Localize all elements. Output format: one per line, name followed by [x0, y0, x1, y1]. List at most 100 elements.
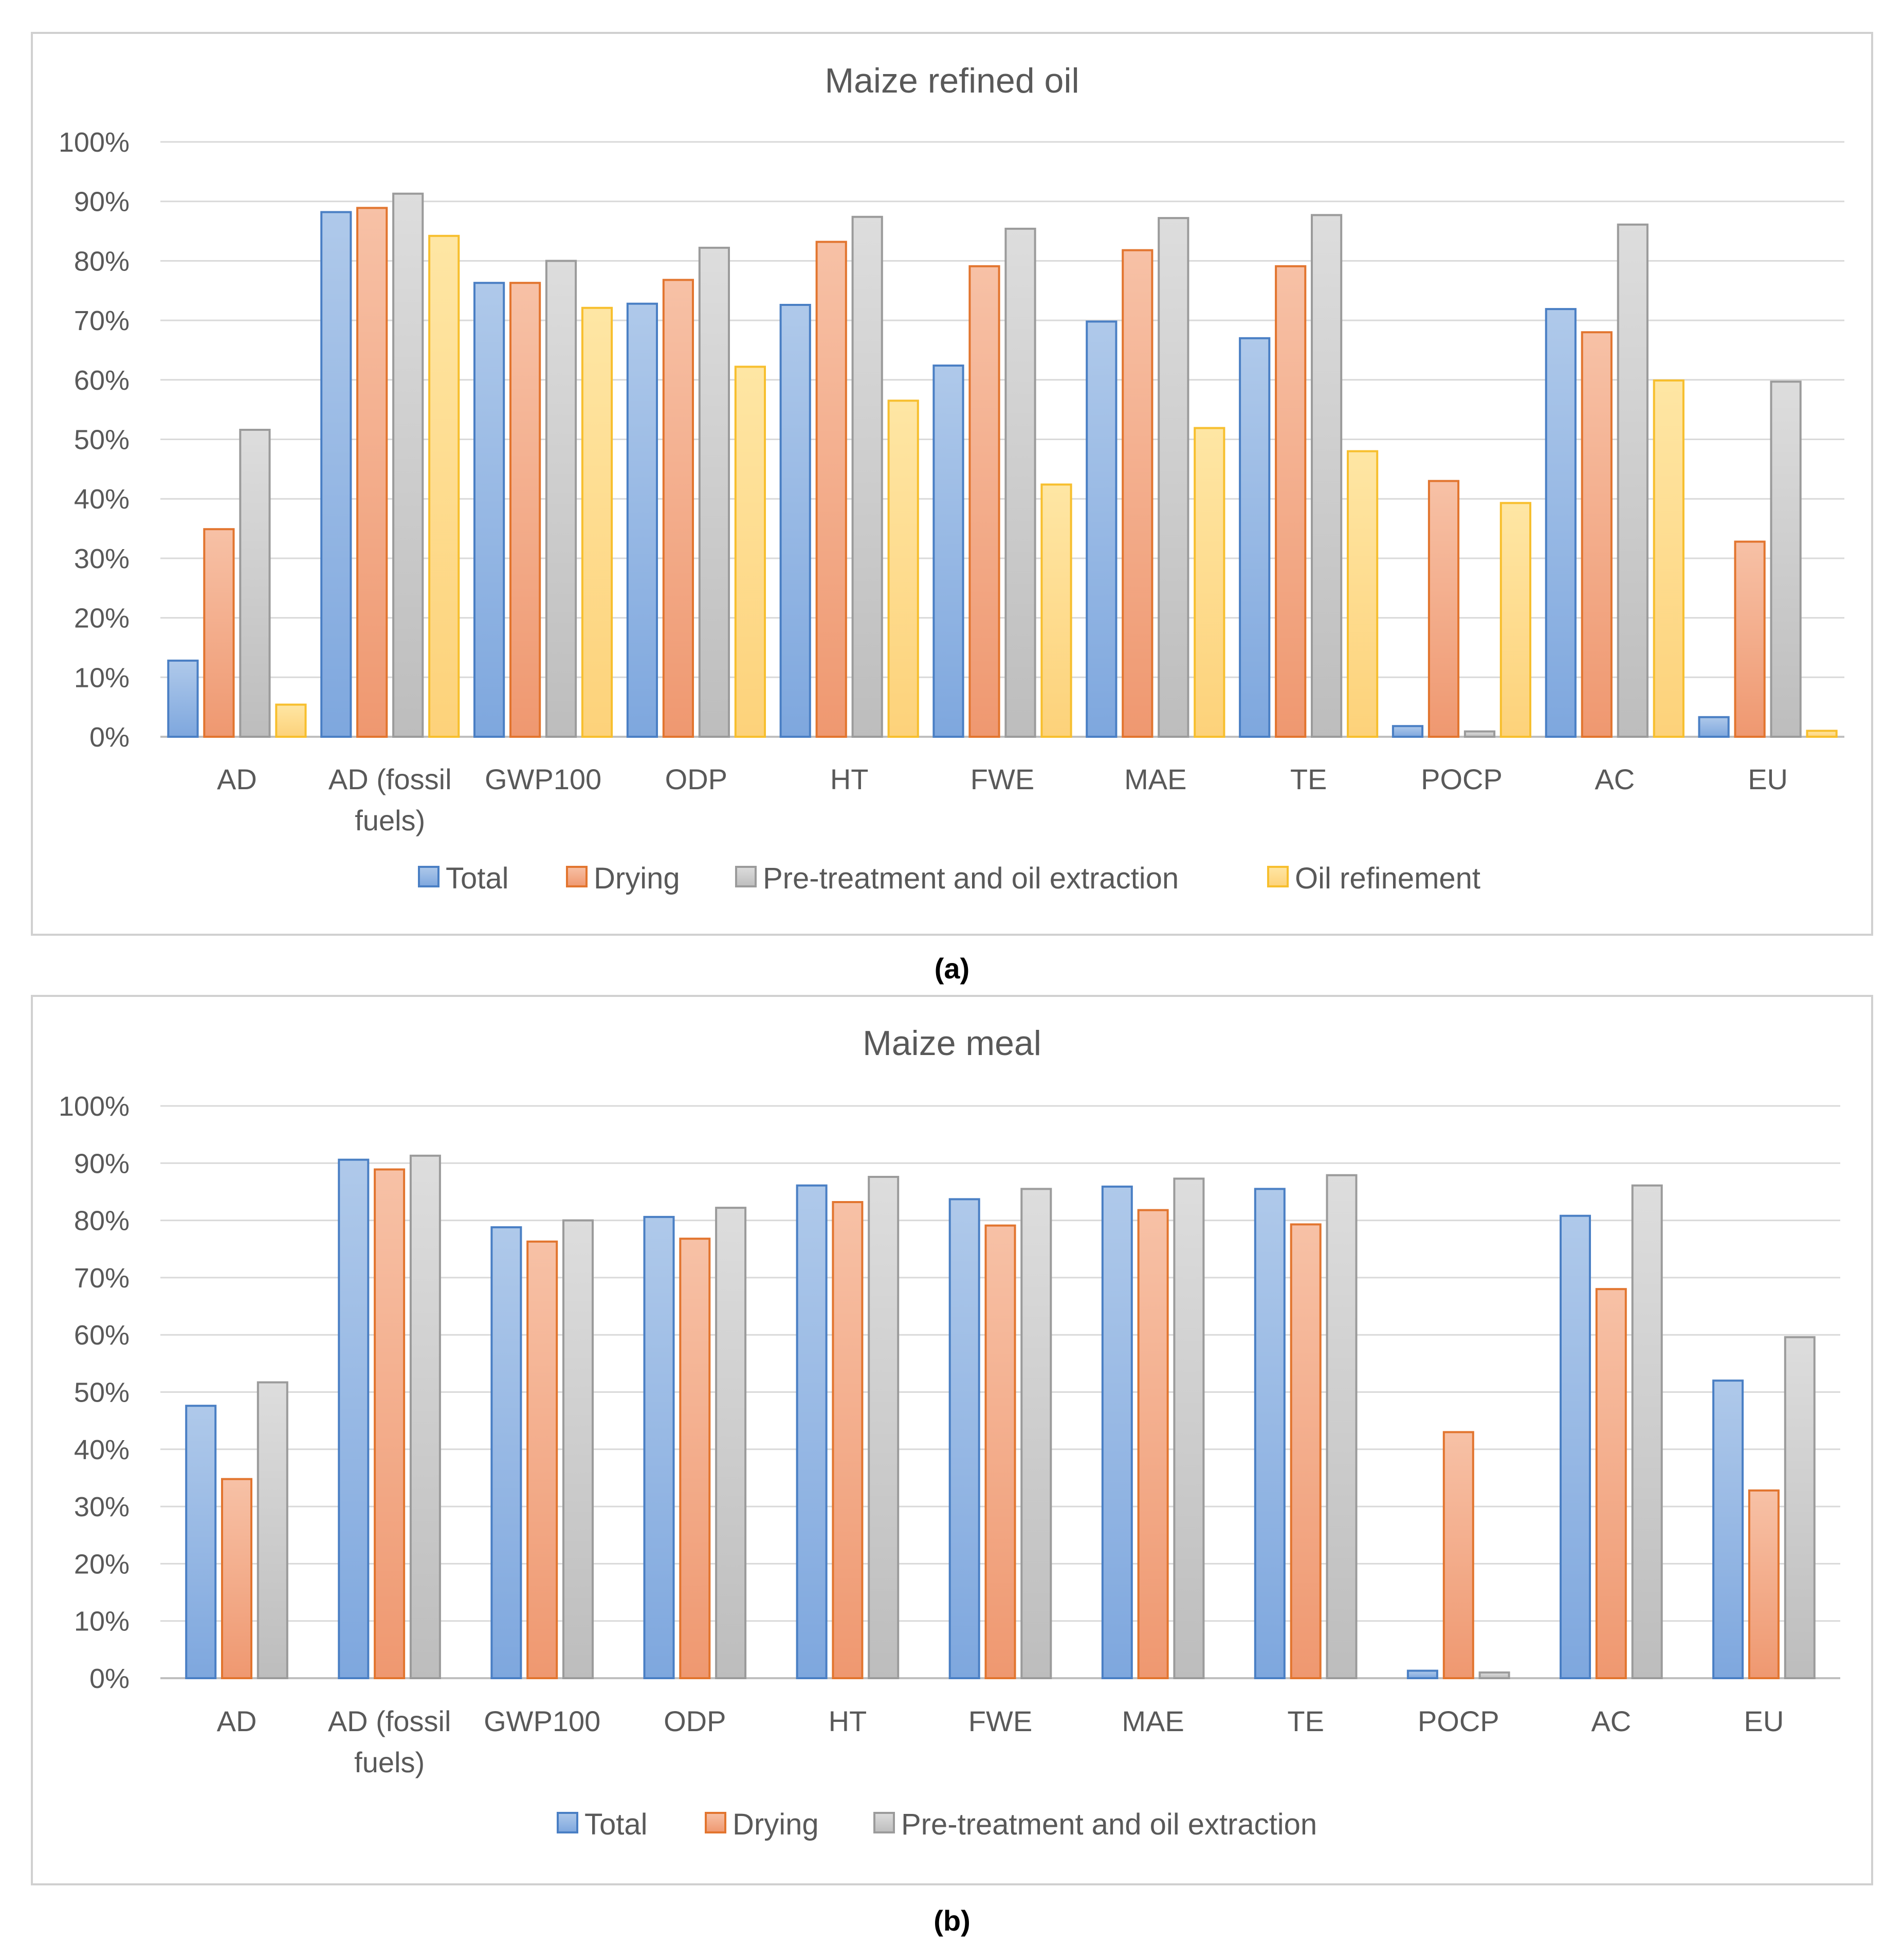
y-tick-label: 0%	[89, 1663, 130, 1694]
caption-b: (b)	[933, 1904, 971, 1937]
bar-total-odp	[643, 1215, 675, 1679]
bar-pre-treatment-and-oil-extraction-ad-fossil-fuels	[409, 1154, 441, 1680]
x-tick-label: FWE	[968, 1705, 1032, 1737]
bar-total-mae	[1101, 1185, 1133, 1679]
bar-drying-pocp	[1442, 1431, 1474, 1679]
bar-drying-odp	[679, 1238, 711, 1679]
y-tick-label: 60%	[74, 1320, 130, 1351]
bar-pre-treatment-and-oil-extraction-odp	[715, 1207, 747, 1680]
legend-item-drying: Drying	[566, 862, 680, 895]
y-tick-label: 40%	[74, 484, 130, 515]
y-tick-label: 40%	[74, 1434, 130, 1465]
bar-total-pocp	[1406, 1669, 1438, 1679]
chart-b-title: Maize meal	[863, 1024, 1041, 1063]
bar-total-fwe	[948, 1198, 980, 1679]
chart-b-bars	[185, 1154, 1816, 1680]
bar-drying-gwp100	[509, 282, 541, 738]
x-tick-label: ODP	[664, 1705, 726, 1737]
y-tick-label: 90%	[74, 187, 130, 217]
caption-a: (a)	[935, 952, 969, 985]
y-tick-label: 50%	[74, 1377, 130, 1408]
bar-total-ac	[1545, 308, 1577, 738]
bar-total-fwe	[932, 365, 964, 738]
x-tick-label: AD	[217, 763, 257, 795]
bar-oil-refinement-ad	[275, 703, 307, 738]
legend-item-total: Total	[418, 862, 509, 895]
legend-swatch	[873, 1812, 895, 1833]
x-tick-label: MAE	[1124, 763, 1186, 795]
bar-pre-treatment-and-oil-extraction-ad	[239, 429, 271, 738]
bar-drying-ac	[1581, 331, 1613, 738]
bar-total-te	[1254, 1188, 1286, 1679]
bar-pre-treatment-and-oil-extraction-te	[1326, 1174, 1358, 1679]
legend-swatch	[418, 866, 440, 887]
legend-label: Total	[446, 862, 509, 895]
x-tick-label: HT	[829, 1705, 867, 1737]
bar-total-ad-fossil-fuels	[320, 211, 352, 738]
bar-drying-eu	[1748, 1489, 1780, 1679]
bar-drying-pocp	[1427, 480, 1460, 738]
bar-pre-treatment-and-oil-extraction-fwe	[1020, 1188, 1052, 1679]
bar-oil-refinement-te	[1347, 450, 1379, 738]
legend-swatch	[1267, 866, 1289, 887]
bar-drying-gwp100	[526, 1240, 558, 1680]
bar-total-mae	[1086, 320, 1118, 738]
bar-oil-refinement-ht	[887, 399, 919, 738]
bar-drying-odp	[662, 279, 694, 738]
x-tick-label: AD (fossil fuels)	[328, 1705, 451, 1778]
bar-pre-treatment-and-oil-extraction-ac	[1617, 223, 1649, 738]
bar-oil-refinement-fwe	[1040, 483, 1072, 738]
bar-pre-treatment-and-oil-extraction-mae	[1158, 217, 1189, 738]
x-tick-label: EU	[1744, 1705, 1784, 1737]
y-tick-label: 80%	[74, 1206, 130, 1237]
x-tick-label: TE	[1290, 763, 1327, 795]
bar-oil-refinement-ad-fossil-fuels	[428, 234, 460, 738]
legend-swatch	[557, 1812, 578, 1833]
legend-label: Total	[584, 1808, 648, 1841]
bar-oil-refinement-odp	[734, 366, 766, 738]
bar-total-ht	[796, 1184, 828, 1679]
bar-pre-treatment-and-oil-extraction-pocp	[1463, 730, 1496, 738]
x-tick-label: AC	[1595, 763, 1635, 795]
x-tick-label: EU	[1748, 763, 1788, 795]
x-tick-label: MAE	[1122, 1705, 1184, 1737]
legend-swatch	[566, 866, 588, 887]
legend-item-pre-treatment-and-oil-extraction: Pre-treatment and oil extraction	[873, 1808, 1317, 1841]
bar-drying-te	[1275, 265, 1307, 738]
x-tick-label: FWE	[971, 763, 1034, 795]
bar-total-te	[1239, 337, 1271, 738]
bar-oil-refinement-pocp	[1499, 502, 1532, 738]
bar-total-ad-fossil-fuels	[338, 1158, 370, 1680]
bar-drying-ht	[815, 241, 847, 738]
bar-total-eu	[1712, 1379, 1744, 1679]
bar-pre-treatment-and-oil-extraction-ad	[257, 1381, 288, 1680]
y-tick-label: 100%	[59, 1091, 130, 1122]
bar-drying-ad	[203, 528, 235, 738]
y-tick-label: 10%	[74, 662, 130, 693]
y-tick-label: 70%	[74, 1263, 130, 1294]
bar-drying-te	[1290, 1223, 1322, 1679]
y-tick-label: 70%	[74, 305, 130, 336]
bar-pre-treatment-and-oil-extraction-ad-fossil-fuels	[392, 192, 424, 738]
bar-drying-ad-fossil-fuels	[356, 207, 388, 738]
bar-oil-refinement-gwp100	[581, 306, 613, 738]
x-tick-label: POCP	[1421, 763, 1503, 795]
bar-drying-fwe	[984, 1224, 1016, 1680]
y-tick-label: 50%	[74, 425, 130, 456]
chart-b-legend: Total Drying Pre-treatment and oil extract…	[557, 1808, 1317, 1841]
bar-pre-treatment-and-oil-extraction-te	[1311, 214, 1343, 738]
x-tick-label: AD	[217, 1705, 257, 1737]
x-tick-label: TE	[1287, 1705, 1324, 1737]
bar-drying-fwe	[968, 265, 1000, 738]
bar-total-ad	[167, 659, 199, 738]
bar-total-eu	[1698, 716, 1730, 738]
x-tick-label: GWP100	[484, 1705, 600, 1737]
y-tick-label: 0%	[89, 722, 130, 753]
x-tick-label: ODP	[665, 763, 727, 795]
legend-item-drying: Drying	[705, 1808, 819, 1841]
chart-panel-a: Maize refined oil 0% 10% 20% 30% 40% 50% 60% 70…	[31, 32, 1873, 936]
bar-oil-refinement-ac	[1653, 379, 1685, 738]
y-tick-label: 30%	[74, 543, 130, 574]
bar-drying-ac	[1595, 1288, 1627, 1679]
